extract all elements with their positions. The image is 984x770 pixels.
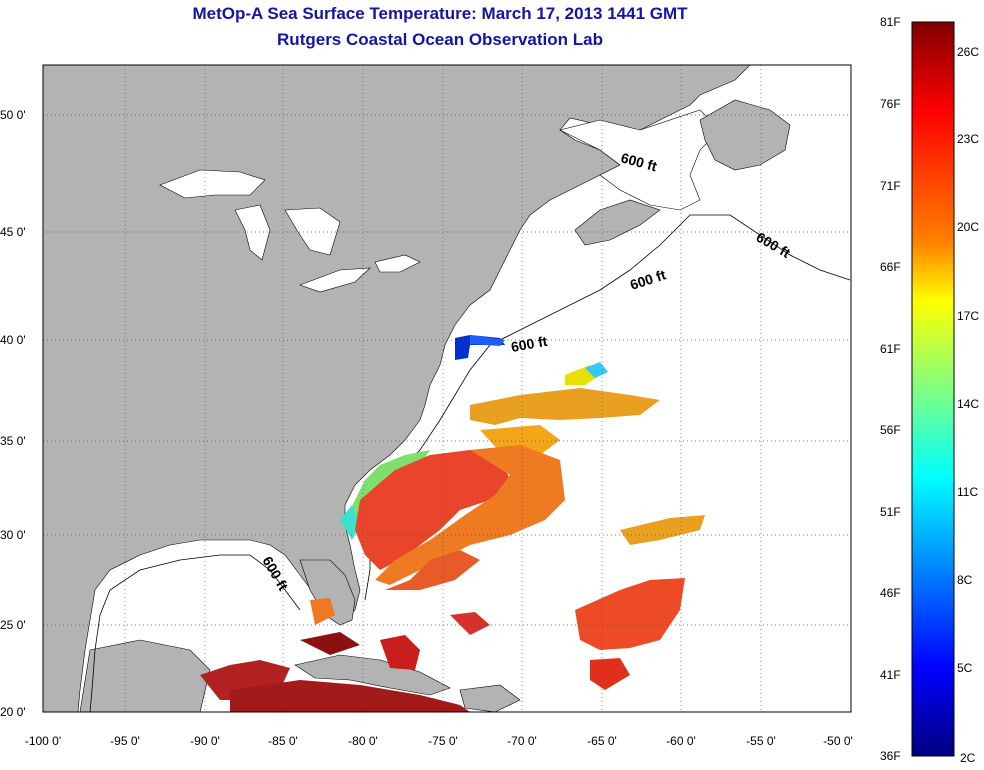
y-tick-label: 20 0' [0, 705, 26, 719]
x-tick-label: -70 0' [507, 734, 537, 748]
colorbar-f-label: 51F [880, 505, 901, 519]
colorbar-f-label: 61F [880, 342, 901, 356]
map-title: MetOp-A Sea Surface Temperature: March 1… [192, 4, 688, 23]
land-florida [299, 559, 356, 626]
y-tick-label: 45 0' [0, 225, 26, 239]
colorbar: 81F 76F 71F 66F 61F 56F 51F 46F 41F 36F … [880, 15, 979, 765]
y-tick-label: 50 0' [0, 108, 26, 122]
sst-data [200, 335, 705, 712]
map-frame [42, 64, 852, 713]
colorbar-f-label: 66F [880, 260, 901, 274]
gulf-st-lawrence [559, 109, 721, 211]
colorbar-c-label: 14C [957, 397, 979, 411]
x-tick-label: -100 0' [25, 734, 61, 748]
colorbar-c-label: 26C [957, 45, 979, 59]
x-tick-label: -65 0' [587, 734, 617, 748]
map-subtitle: Rutgers Coastal Ocean Observation Lab [277, 30, 603, 49]
colorbar-c-label: 8C [957, 573, 973, 587]
x-tick-label: -85 0' [268, 734, 298, 748]
shelf-contour-gulf [89, 554, 301, 712]
land-cuba [294, 654, 451, 696]
land-nova-scotia [574, 199, 661, 246]
land-newfoundland [699, 99, 791, 171]
colorbar-c-label: 23C [957, 132, 979, 146]
y-tick-label: 30 0' [0, 528, 26, 542]
x-tick-label: -80 0' [348, 734, 378, 748]
colorbar-c-label: 17C [957, 309, 979, 323]
colorbar-f-label: 46F [880, 586, 901, 600]
colorbar-f-label: 76F [880, 97, 901, 111]
colorbar-c-label: 20C [957, 220, 979, 234]
x-tick-label: -95 0' [110, 734, 140, 748]
contour-label: 600 ft [510, 333, 549, 355]
graticule [43, 65, 851, 712]
y-tick-label: 25 0' [0, 618, 26, 632]
x-tick-label: -55 0' [746, 734, 776, 748]
colorbar-f-label: 36F [880, 749, 901, 763]
land-yucatan [79, 639, 211, 712]
colorbar-f-label: 71F [880, 179, 901, 193]
x-tick-label: -90 0' [190, 734, 220, 748]
colorbar-f-label: 81F [880, 15, 901, 29]
colorbar-c-label: 5C [957, 661, 973, 675]
colorbar-gradient [911, 21, 955, 757]
colorbar-c-label: 11C [957, 485, 978, 499]
y-tick-label: 35 0' [0, 434, 26, 448]
x-tick-label: -75 0' [428, 734, 458, 748]
x-tick-label: -50 0' [823, 734, 853, 748]
y-axis: 50 0' 45 0' 40 0' 35 0' 30 0' 25 0' 20 0… [0, 108, 26, 719]
great-lakes [159, 169, 421, 293]
colorbar-f-label: 56F [880, 423, 901, 437]
x-axis: -100 0' -95 0' -90 0' -85 0' -80 0' -75 … [25, 734, 853, 748]
y-tick-label: 40 0' [0, 333, 26, 347]
colorbar-c-label: 2C [960, 751, 976, 765]
colorbar-f-label: 41F [880, 668, 901, 682]
land-hispaniola [459, 684, 521, 712]
land-north-america [43, 65, 751, 712]
x-tick-label: -60 0' [666, 734, 696, 748]
